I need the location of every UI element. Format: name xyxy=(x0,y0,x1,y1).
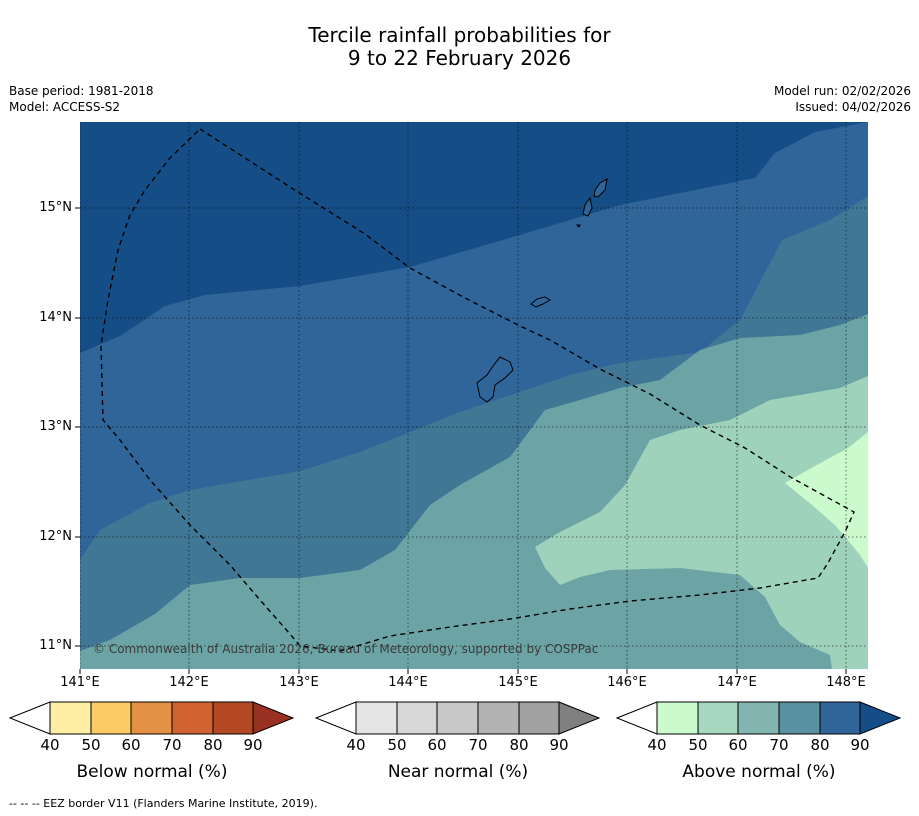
chart-title-line2: 9 to 22 February 2026 xyxy=(347,46,572,70)
model-text: Model: ACCESS-S2 xyxy=(9,100,121,114)
above-tick-60: 60 xyxy=(728,736,748,754)
chart-title-line1: Tercile rainfall probabilities for xyxy=(308,23,611,47)
colorbar-near-70-80 xyxy=(477,701,520,735)
probability-field: © Commonwealth of Australia 2026, Bureau… xyxy=(80,122,868,669)
above-tick-70: 70 xyxy=(769,736,789,754)
above-tick-80: 80 xyxy=(810,736,830,754)
near-tick-70: 70 xyxy=(468,736,488,754)
colorbar-below-40-50 xyxy=(49,701,92,735)
zone-above-40 xyxy=(785,432,868,568)
colorbar-below-label: Below normal (%) xyxy=(76,762,228,782)
below-tick-60: 60 xyxy=(121,736,141,754)
zone-above-60 xyxy=(80,314,868,669)
colorbar-near-60-70 xyxy=(436,701,479,735)
colorbar-near-50-60 xyxy=(396,701,438,735)
below-tick-70: 70 xyxy=(162,736,182,754)
base-period-text: Base period: 1981-2018 xyxy=(9,84,154,98)
lon-label-141e: 141°E xyxy=(60,675,100,690)
eez-footnote: -- -- -- EEZ border V11 (Flanders Marine… xyxy=(9,797,318,810)
colorbar-near-gt90 xyxy=(558,701,601,735)
lon-label-143e: 143°E xyxy=(279,675,319,690)
colorbar-near-label: Near normal (%) xyxy=(387,762,529,782)
colorbar-below-70-80 xyxy=(171,701,214,735)
island-guam xyxy=(476,356,514,403)
lon-label-144e: 144°E xyxy=(388,675,428,690)
island-aguijan xyxy=(575,224,581,228)
graticule xyxy=(80,122,868,669)
colorbar-above-60-70 xyxy=(737,701,780,735)
lat-label-12n: 12°N xyxy=(39,529,72,544)
colorbar-above-40-50 xyxy=(656,701,699,735)
lat-label-13n: 13°N xyxy=(39,419,72,434)
colorbar-above-gt90 xyxy=(859,701,902,735)
colorbar-above-lt40 xyxy=(615,701,658,735)
below-tick-90: 90 xyxy=(243,736,263,754)
colorbar-below-lt40 xyxy=(8,701,51,735)
colorbar-below-60-70 xyxy=(130,701,173,735)
near-tick-90: 90 xyxy=(549,736,569,754)
lat-label-15n: 15°N xyxy=(39,200,72,215)
colorbar-above-70-80 xyxy=(778,701,821,735)
colorbar-above-label: Above normal (%) xyxy=(682,762,836,782)
below-tick-80: 80 xyxy=(203,736,223,754)
colorbar-below-50-60 xyxy=(90,701,132,735)
near-tick-50: 50 xyxy=(387,736,407,754)
above-tick-40: 40 xyxy=(647,736,667,754)
island-saipan xyxy=(593,178,608,198)
above-tick-90: 90 xyxy=(850,736,870,754)
colorbar-above-80-90 xyxy=(819,701,861,735)
colorbar-above-50-60 xyxy=(697,701,739,735)
below-tick-40: 40 xyxy=(40,736,60,754)
metadata-right: Model run: 02/02/2026 Issued: 04/02/2026 xyxy=(774,83,911,115)
lon-label-142e: 142°E xyxy=(169,675,209,690)
colorbar-near-lt40 xyxy=(314,701,357,735)
issued-text: Issued: 04/02/2026 xyxy=(795,100,911,114)
island-rota xyxy=(530,296,551,308)
colorbar-near-40-50 xyxy=(355,701,398,735)
above-tick-50: 50 xyxy=(688,736,708,754)
eez-border xyxy=(100,128,855,652)
lat-label-14n: 14°N xyxy=(39,310,72,325)
near-tick-80: 80 xyxy=(509,736,529,754)
lon-label-145e: 145°E xyxy=(498,675,538,690)
colorbar-below-gt90 xyxy=(252,701,295,735)
colorbar-above xyxy=(615,701,902,735)
lon-label-146e: 146°E xyxy=(607,675,647,690)
lat-label-11n: 11°N xyxy=(39,638,72,653)
colorbar-near-80-90 xyxy=(518,701,560,735)
island-tinian xyxy=(582,196,593,217)
lon-label-147e: 147°E xyxy=(717,675,757,690)
colorbar-below-80-90 xyxy=(212,701,254,735)
copyright-text: © Commonwealth of Australia 2026, Bureau… xyxy=(93,642,598,656)
metadata-left: Base period: 1981-2018 Model: ACCESS-S2 xyxy=(9,83,154,115)
colorbar-near xyxy=(314,701,601,735)
islands xyxy=(476,178,608,403)
lon-label-148e: 148°E xyxy=(826,675,866,690)
below-tick-50: 50 xyxy=(81,736,101,754)
near-tick-40: 40 xyxy=(346,736,366,754)
axis-ticks xyxy=(75,207,847,674)
colorbar-below xyxy=(8,701,295,735)
zone-above-50 xyxy=(535,376,868,669)
near-tick-60: 60 xyxy=(427,736,447,754)
model-run-text: Model run: 02/02/2026 xyxy=(773,84,911,98)
